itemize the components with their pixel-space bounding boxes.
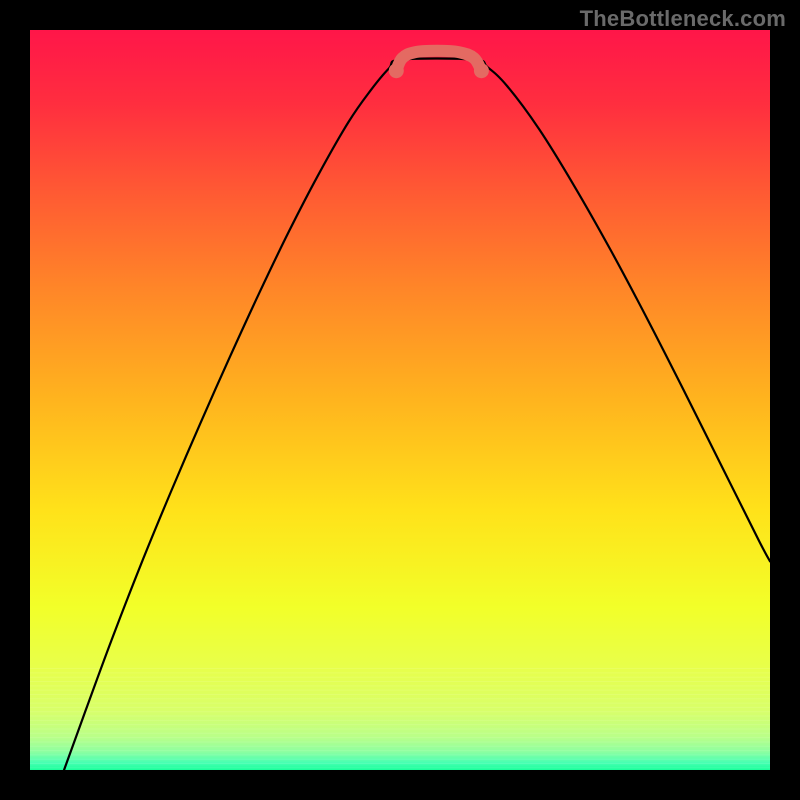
watermark-label: TheBottleneck.com bbox=[580, 6, 786, 32]
stage: TheBottleneck.com bbox=[0, 0, 800, 800]
chart-plot-area bbox=[30, 30, 770, 770]
plot-svg bbox=[30, 30, 770, 770]
optimal-range-start-dot bbox=[389, 63, 404, 78]
gradient-background bbox=[30, 30, 770, 770]
optimal-range-end-dot bbox=[474, 63, 489, 78]
